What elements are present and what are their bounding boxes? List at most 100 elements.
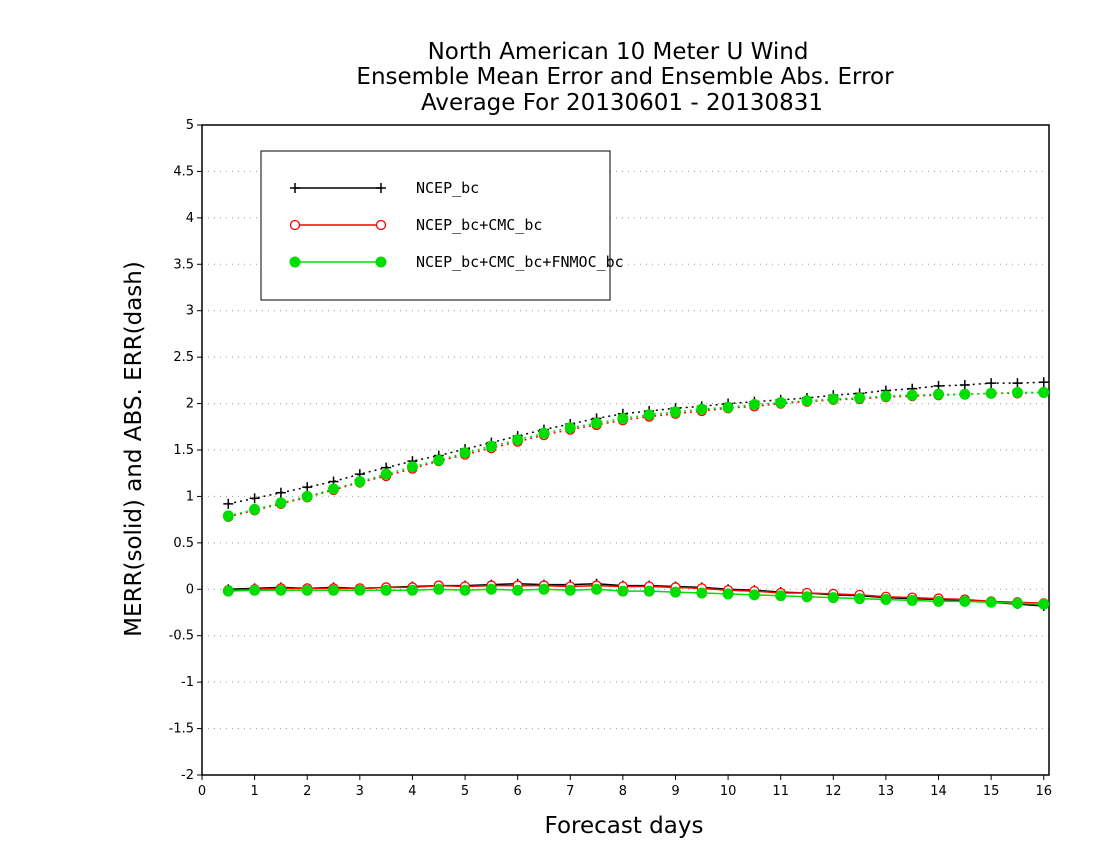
x-tick-label: 1 [250,784,258,799]
x-tick-label: 7 [566,784,574,799]
merr-point [985,596,997,608]
x-tick-label: 11 [772,784,789,799]
merr-point [406,584,418,596]
abs-err-point [959,388,971,400]
abs-err-point [406,461,418,473]
merr-point [538,583,550,595]
series-1 [223,387,1049,609]
abs-err-point [801,395,813,407]
abs-err-point [854,392,866,404]
merr-point [906,594,918,606]
abs-err-point [696,403,708,415]
x-tick-label: 15 [983,784,1000,799]
merr-point [933,595,945,607]
abs-err-point [986,378,997,389]
abs-err-point [512,434,524,446]
abs-err-point [959,380,970,390]
merr-point [591,583,603,595]
abs-err-point [617,412,629,424]
y-axis-label: MERR(solid) and ABS. ERR(dash) [121,261,147,637]
x-tick-label: 10 [720,784,737,799]
legend-marker [376,183,386,193]
y-tick-label: 5 [186,118,194,133]
y-tick-label: -1.5 [169,722,194,737]
x-axis-label: Forecast days [545,813,704,839]
abs-err-point [380,468,392,480]
legend: NCEP_bc NCEP_bc+CMC_bc NCEP_bc+CMC_bc+FNMO… [260,150,624,301]
merr-point [275,584,287,596]
abs-err-point [1038,386,1050,398]
y-tick-label: 2 [186,397,194,412]
merr-point [775,590,787,602]
y-tick-label: 0 [186,582,194,597]
merr-point [669,586,681,598]
merr-point [722,588,734,600]
merr-point [827,592,839,604]
y-tick-label: 1 [186,489,194,504]
merr-point [222,585,234,597]
abs-err-line [228,391,1044,517]
abs-err-line [228,391,1044,518]
y-tick-label: 3 [186,304,194,319]
chart-title: North American 10 Meter U Wind Ensemble … [356,39,894,116]
chart-title-line-3: Average For 20130601 - 20130831 [421,90,823,116]
merr-point [880,594,892,605]
legend-label: NCEP_bc [416,179,479,197]
merr-point [512,584,524,596]
series-layer [222,377,1050,611]
abs-err-point [748,399,760,410]
x-tick-label: 13 [878,784,895,799]
abs-err-point [459,447,471,459]
merr-point [433,583,445,595]
x-tick-label: 8 [619,784,627,799]
merr-point [959,595,971,607]
x-tick-label: 6 [514,784,522,799]
abs-err-point [564,422,576,434]
abs-err-point [643,409,655,421]
merr-point [485,583,497,595]
legend-marker [375,256,387,268]
merr-point [643,585,655,597]
x-tick-label: 2 [303,784,311,799]
merr-point [564,584,576,596]
y-tick-label: 3.5 [173,257,194,272]
legend-entry-1: NCEP_bc+CMC_bc [289,216,542,234]
abs-err-point [301,490,313,502]
merr-point [854,593,866,605]
legend-marker [289,256,301,268]
abs-err-point [775,397,787,409]
abs-err-point [1011,386,1023,398]
y-tick-label: -1 [181,675,194,690]
abs-err-point [722,401,734,413]
abs-err-point [275,487,286,498]
y-tick-label: 4 [186,211,194,226]
x-tick-label: 5 [461,784,469,799]
y-tick-label: 0.5 [173,536,194,551]
plot-frame [201,124,1050,776]
merr-point [748,589,760,601]
y-tick-label: 1.5 [173,443,194,458]
abs-err-point [222,510,234,522]
merr-point [301,584,313,596]
legend-label: NCEP_bc+CMC_bc [416,216,542,234]
legend-marker [289,219,301,231]
abs-err-point [328,483,340,495]
abs-err-point [249,493,260,504]
chart-title-line-2: Ensemble Mean Error and Ensemble Abs. Er… [356,64,894,90]
x-tick-label: 16 [1035,784,1052,799]
merr-point [696,587,708,599]
merr-point [380,584,392,596]
merr-point [354,584,366,596]
abs-err-point [249,503,261,515]
merr-point [801,591,813,603]
abs-err-point [1038,377,1049,388]
abs-err-point [485,440,497,452]
x-tick-label: 3 [356,784,364,799]
merr-point [249,584,261,596]
legend-entry-0: NCEP_bc [290,179,479,197]
legend-entry-2: NCEP_bc+CMC_bc+FNMOC_bc [289,253,624,271]
merr-point [459,584,471,596]
abs-err-point [223,498,234,509]
series-2 [222,386,1050,610]
